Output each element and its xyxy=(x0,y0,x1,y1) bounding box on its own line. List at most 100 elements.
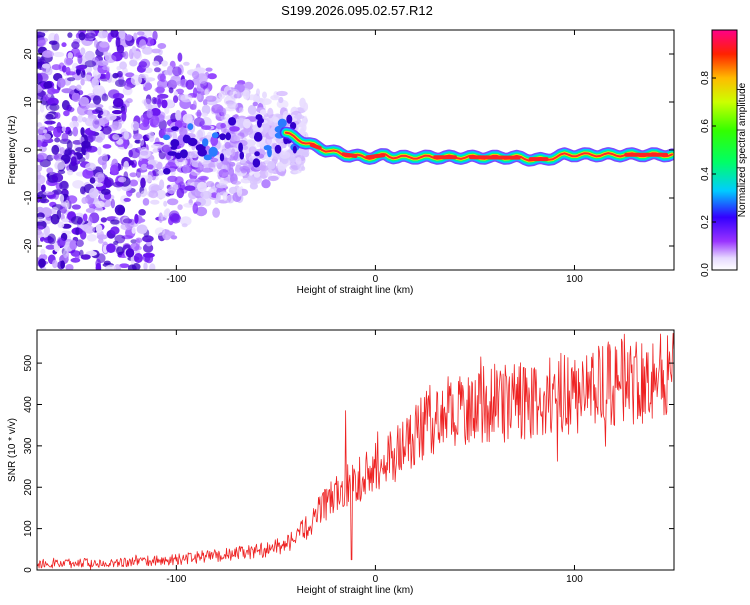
spectrogram-blob xyxy=(159,179,164,189)
spectrogram-blob xyxy=(116,246,124,255)
spectrogram-blob xyxy=(279,151,290,159)
spectrogram-blob xyxy=(175,176,184,185)
spectrogram-blob xyxy=(134,253,143,263)
spectrogram-blob xyxy=(75,147,83,152)
spectrogram-blob xyxy=(137,224,148,234)
spectrogram-blob xyxy=(63,110,70,116)
spectrogram-blob xyxy=(132,227,136,234)
spectrogram-blob xyxy=(256,88,260,96)
spectrogram-blob xyxy=(80,186,86,194)
spectrogram-blob xyxy=(216,183,227,188)
spectrogram-blob xyxy=(229,126,240,132)
colorbar-tick-label: 0.4 xyxy=(700,167,711,181)
spectrogram-blob xyxy=(280,171,286,176)
spectrogram-blob xyxy=(188,191,197,200)
spectrogram-blob xyxy=(212,132,219,138)
spectrogram-blob xyxy=(239,107,244,112)
spectrogram-blob xyxy=(163,201,167,207)
spectrogram-blob xyxy=(239,166,249,172)
y-tick-label: 0 xyxy=(23,147,34,153)
spectrogram-blob xyxy=(203,198,212,207)
spectrogram-blob xyxy=(34,217,44,222)
spectrogram-blob xyxy=(93,85,105,96)
spectrogram-peak xyxy=(312,145,320,148)
spectrogram-blob xyxy=(112,110,122,114)
spectrogram-blob xyxy=(153,148,159,152)
spectrogram-blob xyxy=(89,188,99,199)
spectrogram-blob xyxy=(142,235,154,242)
spectrogram-blob xyxy=(66,58,74,65)
spectrogram-blob xyxy=(204,89,208,96)
spectrogram-blob xyxy=(197,182,207,192)
spectrogram-blob xyxy=(278,119,287,128)
spectrogram-blob xyxy=(77,55,82,65)
spectrogram-blob xyxy=(275,145,282,154)
spectrogram-blob xyxy=(161,60,168,66)
spectrogram-blob xyxy=(59,181,69,190)
x-tick-label: 0 xyxy=(373,274,379,285)
spectrogram-blob xyxy=(160,74,166,83)
spectrogram-blob xyxy=(37,73,49,82)
spectrogram-blob xyxy=(135,238,142,243)
spectrogram-peak xyxy=(344,154,356,156)
spectrogram-blob xyxy=(205,96,216,102)
y-tick-label: -20 xyxy=(23,238,34,253)
spectrogram-blob xyxy=(102,66,110,71)
spectrogram-blob xyxy=(134,214,138,224)
spectrogram-blob xyxy=(97,60,109,66)
spectrogram-blob xyxy=(49,41,58,45)
spectrogram-blob xyxy=(170,75,181,85)
spectrogram-blob xyxy=(40,104,45,113)
spectrogram-blob xyxy=(110,226,119,234)
spectrogram-blob xyxy=(180,94,192,102)
spectrogram-blob xyxy=(81,254,91,260)
colorbar-tick-label: 0.8 xyxy=(700,71,711,85)
spectrogram-blob xyxy=(98,31,108,38)
spectrogram-blob xyxy=(67,32,72,38)
spectrogram-blob xyxy=(171,126,179,131)
y-tick-label: 400 xyxy=(23,396,34,413)
spectrogram-blob xyxy=(115,205,125,216)
spectrogram-blob xyxy=(106,114,117,121)
spectrogram-blob xyxy=(93,95,101,105)
spectrogram-blob xyxy=(243,146,249,150)
spectrogram-blob xyxy=(71,216,83,225)
spectrogram-blob xyxy=(44,121,56,125)
spectrogram-blob xyxy=(76,65,87,70)
spectrogram-blob xyxy=(264,145,272,150)
spectrogram-blob xyxy=(132,46,136,53)
spectrogram-blob xyxy=(129,160,134,165)
spectrogram-blob xyxy=(75,227,79,235)
spectrogram-blob xyxy=(48,234,56,245)
spectrogram-blob xyxy=(182,164,190,173)
spectrogram-blob xyxy=(102,126,112,135)
snr-ylabel: SNR (10 * v/v) xyxy=(7,418,18,482)
spectrogram-blob xyxy=(177,188,185,198)
spectrogram-blob xyxy=(293,146,297,154)
spectrogram-blob xyxy=(193,100,197,110)
spectrogram-blob xyxy=(248,105,257,115)
spectrogram-blob xyxy=(148,190,158,198)
spectrogram-blob xyxy=(146,164,153,169)
spectrogram-blob xyxy=(182,160,187,166)
spectrogram-blob xyxy=(61,201,67,206)
spectrogram-blob xyxy=(227,102,238,109)
spectrogram-blob xyxy=(163,168,171,175)
spectrogram-blob xyxy=(77,115,83,123)
spectrogram-blob xyxy=(169,210,180,221)
spectrogram-blob xyxy=(92,118,99,128)
spectrogram-blob xyxy=(49,103,59,111)
spectrogram-blob xyxy=(114,235,125,244)
spectrogram-blob xyxy=(145,175,153,183)
colorbar-label: Normalized spectral amplitude xyxy=(737,82,748,217)
spectrogram-ylabel: Frequency (Hz) xyxy=(7,116,18,185)
spectrogram-blob xyxy=(160,215,167,221)
spectrogram-blob xyxy=(220,153,224,161)
spectrogram-blob xyxy=(57,238,65,247)
spectrogram-blob xyxy=(69,240,77,250)
spectrogram-blob xyxy=(152,176,159,181)
spectrogram-blob xyxy=(143,198,150,206)
spectrogram-blob xyxy=(93,183,103,187)
spectrogram-blob xyxy=(41,185,46,192)
spectrogram-blob xyxy=(66,105,72,112)
